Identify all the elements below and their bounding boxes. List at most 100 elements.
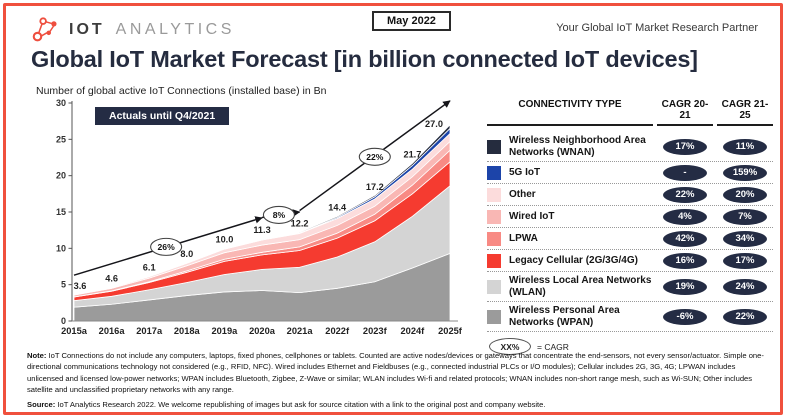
- legend-swatch: [487, 279, 501, 294]
- cagr-20-21-badge: -6%: [663, 308, 707, 325]
- cagr-21-25-badge: 20%: [723, 186, 767, 203]
- legend-row: Wireless Local Area Networks (WLAN) 19% 24…: [487, 272, 773, 302]
- cagr-key-oval: XX%: [489, 338, 531, 355]
- legend-swatch: [487, 253, 501, 268]
- legend-row: Legacy Cellular (2G/3G/4G) 16% 17%: [487, 250, 773, 272]
- legend-label: Wireless Neighborhood Area Networks (WNA…: [509, 134, 646, 158]
- legend-swatch: [487, 165, 501, 180]
- x-tick-label: 2021a: [287, 326, 314, 336]
- legend-row: Wireless Personal Area Networks (WPAN) -6…: [487, 302, 773, 332]
- cagr-21-25-badge: 24%: [723, 278, 767, 295]
- x-tick-label: 2020a: [249, 326, 276, 336]
- cagr-oval: [150, 237, 183, 256]
- x-tick-label: 2023f: [363, 326, 388, 336]
- cagr-21-25-badge: 159%: [723, 164, 767, 181]
- cagr-oval-label: 8%: [273, 210, 286, 220]
- x-tick-label: 2022f: [325, 326, 350, 336]
- cagr-oval-label: 22%: [366, 152, 384, 162]
- legend-label: 5G IoT: [509, 166, 541, 178]
- legend-row: LPWA 42% 34%: [487, 228, 773, 250]
- x-tick-label: 2024f: [401, 326, 426, 336]
- legend-label: Other: [509, 188, 536, 200]
- date-badge: May 2022: [372, 11, 451, 31]
- legend-header-cagr-20-21: CAGR 20-21: [657, 99, 713, 126]
- legend-label: Wireless Personal Area Networks (WPAN): [509, 304, 620, 328]
- legend-label: Legacy Cellular (2G/3G/4G): [509, 254, 638, 266]
- cagr-oval-label: 26%: [158, 242, 176, 252]
- cagr-key: XX% = CAGR: [487, 338, 773, 355]
- legend-header-connectivity-type: CONNECTIVITY TYPE: [487, 99, 653, 126]
- molecule-logo-icon: [32, 17, 57, 42]
- x-tick-label: 2016a: [99, 326, 126, 336]
- y-tick-label: 10: [56, 243, 66, 253]
- cagr-key-text: = CAGR: [537, 341, 569, 352]
- source-text: IoT Analytics Research 2022. We welcome …: [57, 399, 546, 409]
- actuals-annotation: Actuals until Q4/2021: [95, 107, 230, 125]
- connectivity-legend-table: CONNECTIVITY TYPE CAGR 20-21 CAGR 21-25 …: [487, 99, 773, 355]
- total-data-label: 10.0: [215, 234, 233, 244]
- legend-rows: Wireless Neighborhood Area Networks (WNA…: [487, 132, 773, 332]
- logo-text-analytics: ANALYTICS: [115, 21, 235, 38]
- total-data-label: 27.0: [425, 119, 443, 129]
- cagr-oval: [358, 147, 391, 166]
- legend-row: 5G IoT -159%: [487, 162, 773, 184]
- note-paragraph: Note: IoT Connections do not include any…: [27, 350, 769, 396]
- x-tick-label: 2018a: [174, 326, 201, 336]
- cagr-20-21-badge: 22%: [663, 186, 707, 203]
- total-data-label: 11.3: [253, 225, 270, 235]
- y-tick-label: 30: [56, 98, 66, 108]
- cagr-21-25-badge: 34%: [723, 230, 767, 247]
- legend-swatch: [487, 139, 501, 154]
- legend-swatch: [487, 309, 501, 324]
- cagr-oval: [262, 205, 295, 224]
- iot-analytics-logo: IOT ANALYTICS: [30, 15, 235, 45]
- total-data-label: 14.4: [328, 202, 347, 212]
- x-tick-label: 2025f: [438, 326, 463, 336]
- legend-row: Wired IoT 4% 7%: [487, 206, 773, 228]
- legend-row: Other 22% 20%: [487, 184, 773, 206]
- legend-swatch: [487, 231, 501, 246]
- total-data-label: 12.2: [291, 218, 309, 228]
- legend-header-cagr-21-25: CAGR 21-25: [717, 99, 773, 126]
- cagr-20-21-badge: 4%: [663, 208, 707, 225]
- cagr-21-25-badge: 11%: [723, 138, 767, 155]
- legend-label: Wired IoT: [509, 210, 555, 222]
- total-data-label: 21.7: [403, 149, 421, 159]
- source-label: Source:: [27, 399, 56, 409]
- footer-notes: Note: IoT Connections do not include any…: [27, 350, 769, 410]
- total-data-label: 17.2: [366, 182, 384, 192]
- cagr-21-25-badge: 22%: [723, 308, 767, 325]
- y-tick-label: 0: [61, 316, 66, 326]
- chart-subtitle: Number of global active IoT Connections …: [36, 85, 327, 97]
- logo-text-iot: IOT: [69, 21, 105, 38]
- cagr-20-21-badge: 16%: [663, 252, 707, 269]
- legend-swatch: [487, 187, 501, 202]
- legend-header-row: CONNECTIVITY TYPE CAGR 20-21 CAGR 21-25: [487, 99, 773, 126]
- y-tick-label: 5: [61, 280, 66, 290]
- note-label: Note:: [27, 351, 47, 360]
- tagline: Your Global IoT Market Research Partner: [556, 22, 758, 34]
- x-tick-label: 2019a: [211, 326, 238, 336]
- cagr-20-21-badge: 17%: [663, 138, 707, 155]
- x-tick-label: 2015a: [61, 326, 88, 336]
- note-text: IoT Connections do not include any compu…: [27, 351, 764, 395]
- source-paragraph: Source: IoT Analytics Research 2022. We …: [27, 399, 769, 410]
- legend-swatch: [487, 209, 501, 224]
- area-wireless-neighborhood-area-networks-wnan-: [73, 123, 451, 296]
- cagr-20-21-badge: -: [663, 164, 707, 181]
- cagr-21-25-badge: 17%: [723, 252, 767, 269]
- total-data-label: 4.6: [105, 274, 118, 284]
- total-data-label: 6.1: [143, 263, 156, 273]
- stacked-area-chart: 0 5 10 15 20 25 30 2015a 2016a 2017a 2018a 2019a 202…: [56, 98, 463, 336]
- legend-label: LPWA: [509, 232, 538, 244]
- y-tick-label: 15: [56, 207, 66, 217]
- y-tick-label: 25: [56, 134, 66, 144]
- legend-row: Wireless Neighborhood Area Networks (WNA…: [487, 132, 773, 162]
- legend-label: Wireless Local Area Networks (WLAN): [509, 274, 652, 298]
- x-tick-label: 2017a: [136, 326, 163, 336]
- cagr-20-21-badge: 42%: [663, 230, 707, 247]
- y-tick-label: 20: [56, 171, 66, 181]
- page-title: Global IoT Market Forecast [in billion c…: [31, 46, 698, 72]
- cagr-21-25-badge: 7%: [723, 208, 767, 225]
- cagr-20-21-badge: 19%: [663, 278, 707, 295]
